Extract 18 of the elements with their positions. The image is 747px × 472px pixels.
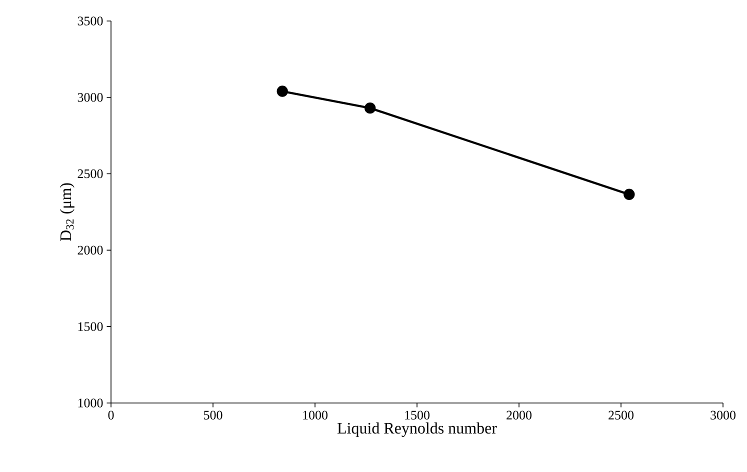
point (276, 86, 288, 97)
x-tick-label: 3000 (710, 410, 736, 420)
point (624, 188, 635, 200)
y-tick-label: 3500 (78, 16, 103, 26)
x-tick-label: 2000 (506, 410, 532, 420)
x-tick-label: 1000 (303, 410, 328, 420)
y-axis-title: D$_{32}$ (μm) (60, 183, 74, 241)
y-tick-label: 2500 (78, 169, 103, 178)
y-tick-label: 1500 (78, 322, 103, 331)
y-tick-label: 1000 (78, 398, 103, 408)
y-tick-label: 3000 (78, 93, 103, 102)
x-tick-label: 0 (108, 410, 114, 420)
x-axis-title: Liquid Reynolds number (337, 422, 497, 437)
x-tick-label: 1500 (405, 410, 430, 420)
x-tick-label: 500 (204, 410, 222, 420)
y-tick-label: 2000 (78, 246, 103, 255)
point (364, 102, 376, 114)
x-tick-label: 2500 (608, 410, 634, 420)
